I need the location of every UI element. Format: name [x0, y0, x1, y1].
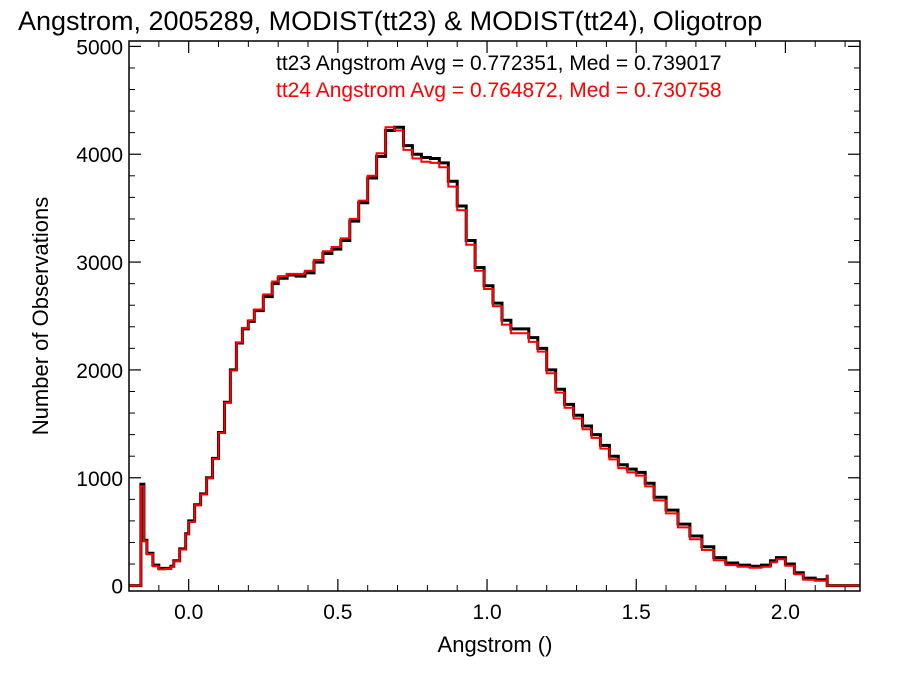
plot-frame: [128, 40, 861, 592]
x-tick-label: 0.5: [323, 601, 352, 624]
y-tick-label: 4000: [76, 144, 123, 167]
y-tick-label: 3000: [76, 252, 123, 275]
x-tick-label: 1.5: [622, 601, 651, 624]
y-tick-label: 0: [111, 576, 123, 599]
axis-ticks: [129, 41, 860, 591]
y-tick-labels: 0 1000 2000 3000 4000 5000: [76, 36, 123, 598]
y-tick-label: 2000: [76, 360, 123, 383]
annotation-tt24: tt24 Angstrom Avg = 0.764872, Med = 0.73…: [276, 79, 722, 102]
series-group: [129, 125, 860, 588]
y-tick-label: 5000: [76, 36, 123, 59]
annotation-tt23: tt23 Angstrom Avg = 0.772351, Med = 0.73…: [276, 52, 722, 75]
x-tick-label: 2.0: [771, 601, 800, 624]
chart-title: Angstrom, 2005289, MODIST(tt23) & MODIST…: [18, 6, 762, 36]
x-tick-label: 1.0: [472, 601, 501, 624]
x-tick-label: 0.0: [174, 601, 203, 624]
x-axis-label: Angstrom (): [438, 632, 553, 657]
x-tick-labels: 0.0 0.5 1.0 1.5 2.0: [174, 601, 800, 624]
y-axis-label: Number of Observations: [28, 197, 53, 435]
series-tt24-line: [129, 126, 860, 587]
y-tick-label: 1000: [76, 468, 123, 491]
